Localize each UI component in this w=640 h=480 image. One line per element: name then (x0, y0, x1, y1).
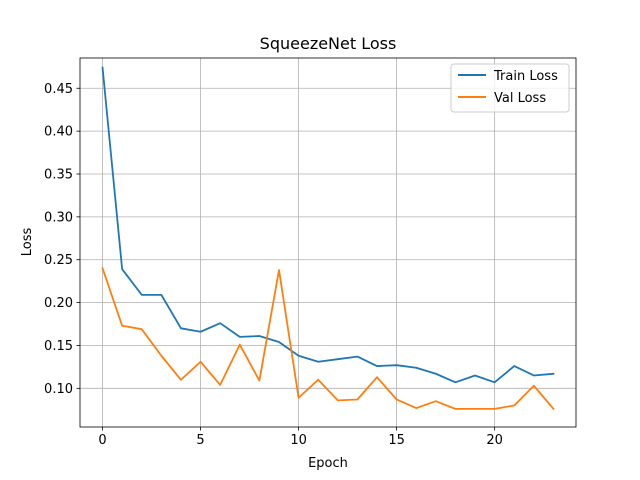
y-tick-label: 0.25 (44, 253, 73, 268)
x-axis-label: Epoch (308, 456, 348, 471)
y-tick-label: 0.40 (44, 125, 73, 140)
y-axis-ticks: 0.10 0.15 0.20 0.25 0.30 0.35 0.40 0.45 (44, 82, 80, 397)
x-tick-label: 10 (290, 433, 307, 448)
y-tick-label: 0.10 (44, 382, 73, 397)
x-tick-label: 20 (486, 433, 503, 448)
legend-label-val-loss: Val Loss (494, 91, 546, 106)
y-tick-label: 0.15 (44, 339, 73, 354)
series-line-val-loss (101, 267, 555, 411)
y-tick-label: 0.35 (44, 167, 73, 182)
y-tick-label: 0.30 (44, 210, 73, 225)
x-axis-ticks: 0 5 10 15 20 (98, 427, 503, 448)
x-tick-label: 5 (196, 433, 204, 448)
grid-lines (80, 58, 576, 427)
series-line-train-loss (101, 66, 555, 384)
plot-frame (79, 57, 577, 428)
plot-area (80, 58, 576, 427)
x-tick-label: 0 (98, 433, 106, 448)
y-axis-label: Loss (20, 228, 35, 257)
legend-label-train-loss: Train Loss (493, 69, 558, 84)
y-tick-label: 0.45 (44, 82, 73, 97)
legend: Train Loss Val Loss (450, 63, 570, 113)
chart-title: SqueezeNet Loss (260, 34, 397, 53)
y-tick-label: 0.20 (44, 296, 73, 311)
x-tick-label: 15 (388, 433, 405, 448)
series-lines (101, 66, 555, 411)
